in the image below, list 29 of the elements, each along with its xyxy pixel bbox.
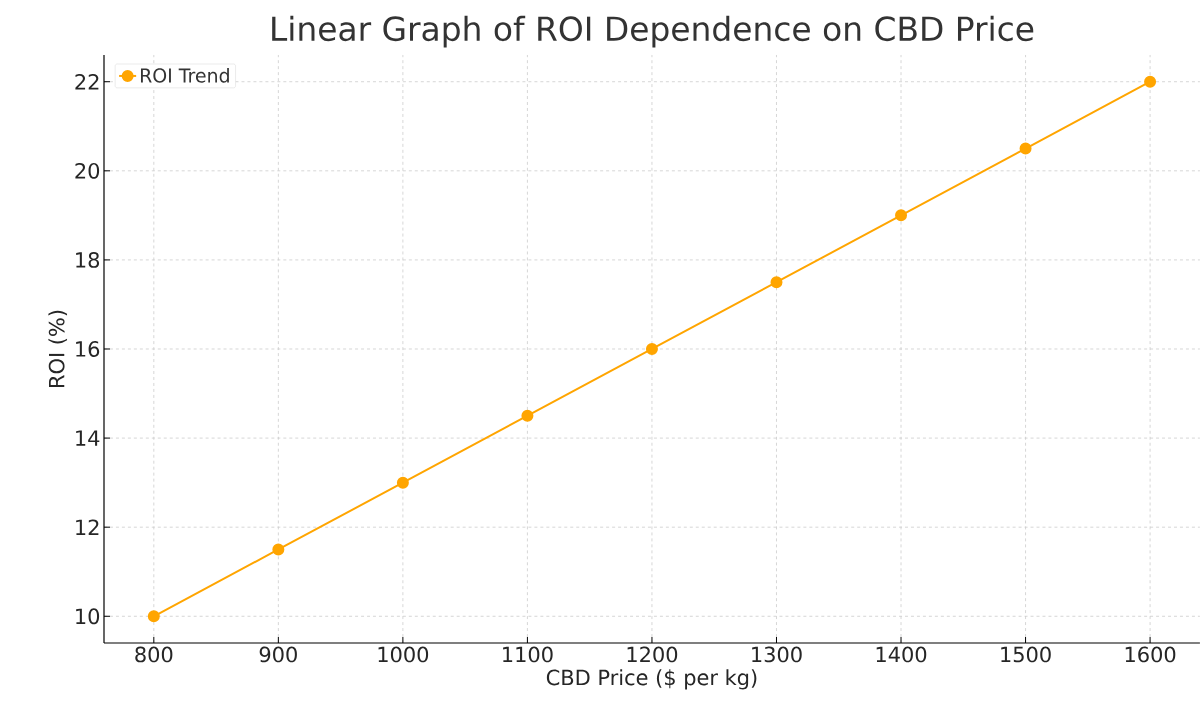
point xyxy=(147,610,160,623)
x-tick-label: 1600 xyxy=(1125,646,1176,663)
y-tick-label: 12 xyxy=(76,519,99,535)
legend-label: ROI Trend xyxy=(140,68,229,83)
point xyxy=(895,209,908,222)
y-tick-label: 14 xyxy=(76,430,100,446)
y-tick-label: 18 xyxy=(76,251,100,268)
y-axis-title: ROI (%) xyxy=(48,310,68,387)
x-tick-label: 1500 xyxy=(1001,646,1051,663)
x-tick-label: 1400 xyxy=(876,646,927,663)
point xyxy=(770,276,783,289)
y-tick-label: 16 xyxy=(76,341,100,357)
point xyxy=(396,476,409,489)
x-tick-label: 1200 xyxy=(627,646,678,663)
y-tick-label: 10 xyxy=(76,608,100,625)
point xyxy=(521,409,534,422)
y-tick-label: 20 xyxy=(75,162,100,179)
x-tick-label: 1300 xyxy=(752,646,802,663)
point xyxy=(645,343,658,355)
x-tick-label: 1100 xyxy=(503,646,553,663)
x-tick-label: 800 xyxy=(135,646,173,663)
point xyxy=(1144,75,1157,88)
x-tick-label: 1000 xyxy=(378,646,429,663)
point xyxy=(1019,142,1032,155)
x-tick-label: 900 xyxy=(259,646,297,663)
point xyxy=(272,543,285,556)
x-axis-title: CBD Price ($ per kg) xyxy=(546,669,757,690)
y-tick-label: 22 xyxy=(75,73,99,90)
chart-title: Linear Graph of ROI Dependence on CBD Price xyxy=(272,15,1034,48)
